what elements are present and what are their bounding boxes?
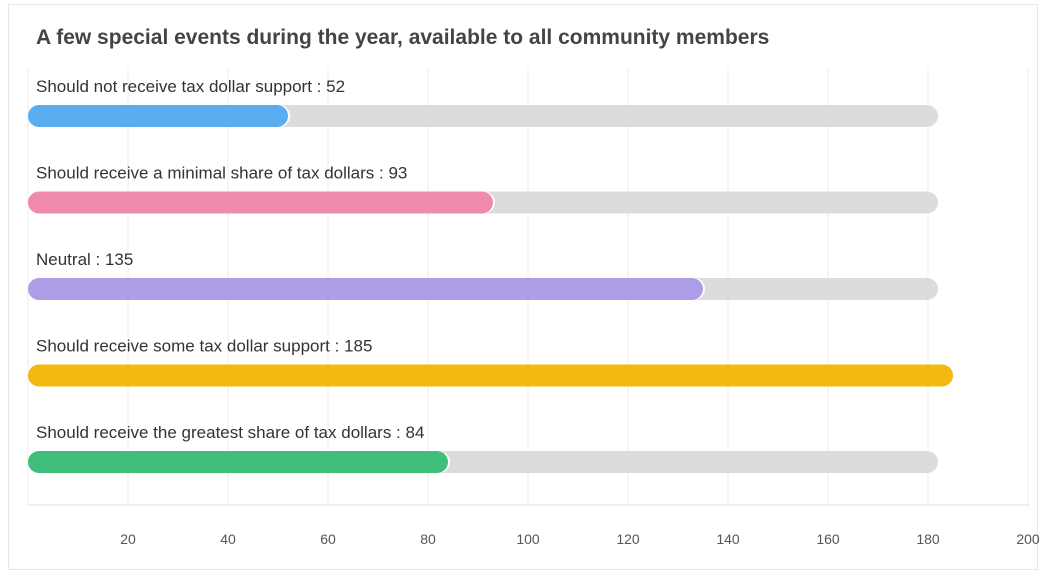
bar	[28, 451, 448, 473]
bar-label: Should not receive tax dollar support : …	[36, 77, 345, 96]
bar-label: Should receive the greatest share of tax…	[36, 423, 424, 442]
x-tick-label: 60	[320, 531, 336, 547]
x-tick-label: 20	[120, 531, 136, 547]
bar	[28, 105, 288, 127]
bar	[28, 278, 703, 300]
x-tick-label: 200	[1016, 531, 1040, 547]
bar-label: Should receive some tax dollar support :…	[36, 337, 372, 356]
x-tick-label: 160	[816, 531, 840, 547]
bar-label: Neutral : 135	[36, 250, 133, 269]
bar	[28, 191, 493, 214]
x-tick-label: 40	[220, 531, 236, 547]
x-tick-label: 80	[420, 531, 436, 547]
x-tick-label: 120	[616, 531, 640, 547]
bars: Should not receive tax dollar support : …	[28, 77, 953, 473]
bar-label: Should receive a minimal share of tax do…	[36, 164, 407, 183]
x-axis: 20 40 60 80 100 120 140 160 180 200	[28, 504, 1040, 547]
x-tick-label: 100	[516, 531, 540, 547]
bar	[28, 364, 953, 387]
x-tick-label: 140	[716, 531, 740, 547]
chart-title: A few special events during the year, av…	[36, 26, 770, 49]
x-tick-label: 180	[916, 531, 940, 547]
